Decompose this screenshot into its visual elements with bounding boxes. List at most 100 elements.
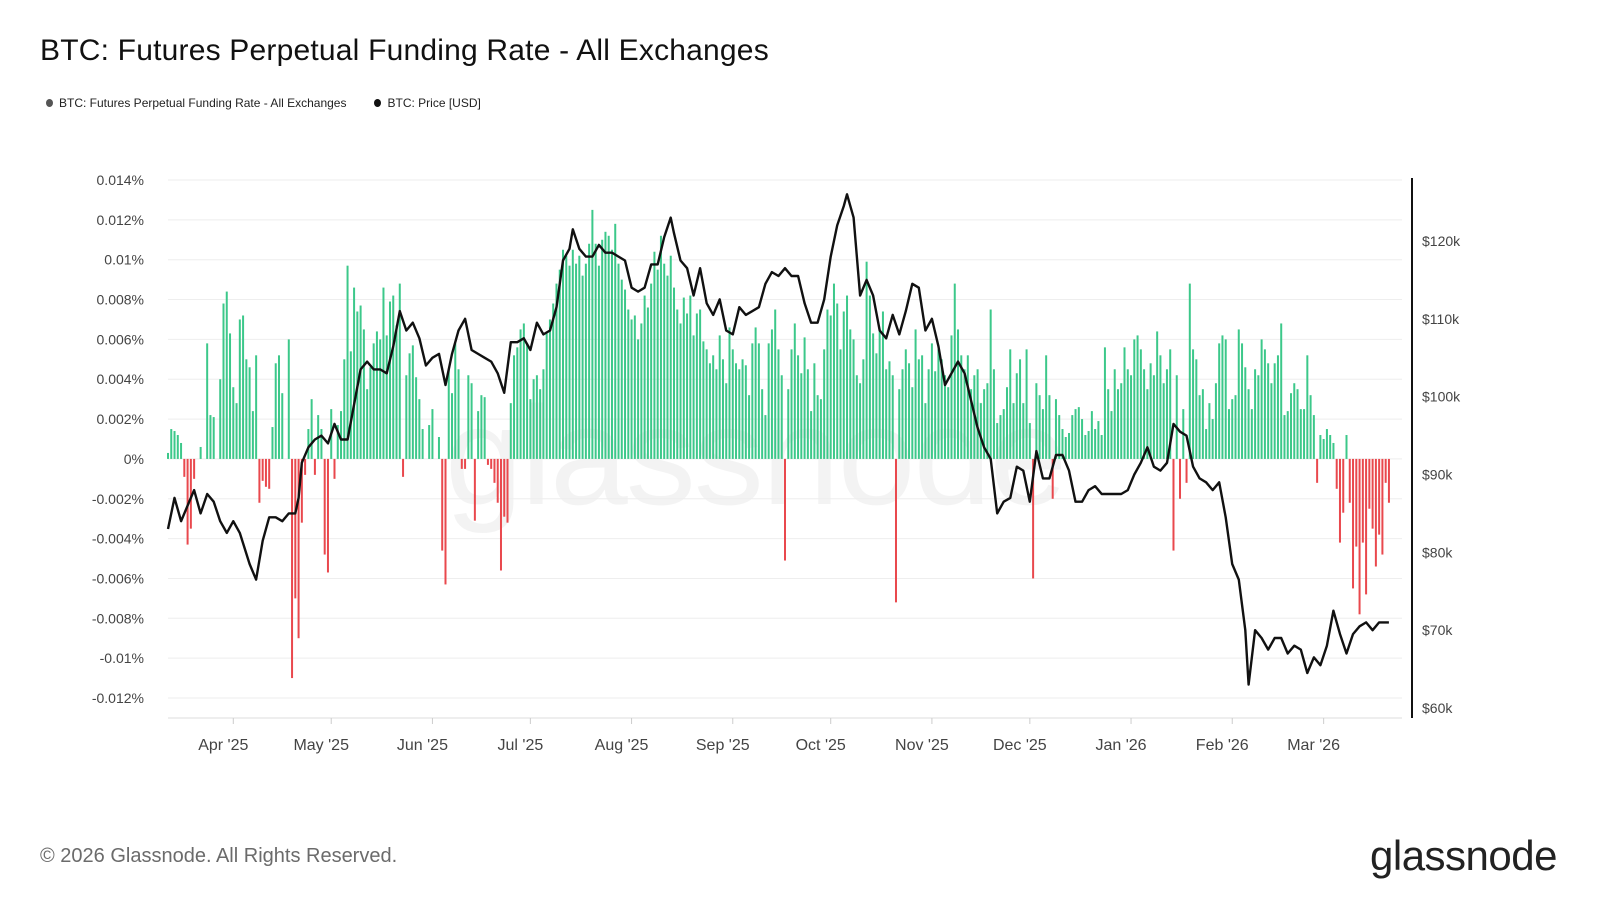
funding-rate-bar xyxy=(1058,415,1061,459)
funding-rate-bar xyxy=(496,458,499,503)
funding-rate-bar xyxy=(565,255,568,459)
funding-rate-bar xyxy=(937,349,940,459)
funding-rate-bar xyxy=(1126,369,1129,459)
funding-rate-bar xyxy=(506,458,509,523)
funding-rate-bar xyxy=(963,369,966,459)
funding-rate-bar xyxy=(1263,349,1266,459)
funding-rate-bar xyxy=(385,335,388,459)
funding-rate-bar xyxy=(1143,369,1146,459)
funding-rate-bar xyxy=(1146,389,1149,459)
funding-rate-bar xyxy=(1234,395,1237,459)
funding-rate-bar xyxy=(1136,335,1139,459)
funding-rate-bar xyxy=(1100,435,1103,459)
funding-rate-bar xyxy=(516,347,519,459)
funding-rate-bar xyxy=(826,309,829,459)
funding-rate-bar xyxy=(545,333,548,459)
left-tick-label: 0.014% xyxy=(97,172,144,188)
funding-rate-bar xyxy=(258,458,261,503)
funding-rate-bar xyxy=(1185,458,1188,483)
funding-rate-bar xyxy=(1214,383,1217,459)
funding-rate-bar xyxy=(382,287,385,459)
funding-rate-bar xyxy=(340,411,343,459)
funding-rate-bar xyxy=(229,333,232,459)
funding-rate-bar xyxy=(627,309,630,459)
funding-rate-bar xyxy=(326,458,329,573)
funding-rate-bar xyxy=(441,458,444,551)
funding-rate-bar xyxy=(493,458,496,483)
funding-rate-bar xyxy=(1084,435,1087,459)
funding-rate-bar xyxy=(695,313,698,459)
funding-rate-bar xyxy=(885,369,888,459)
funding-rate-bar xyxy=(643,295,646,459)
funding-rate-bar xyxy=(970,389,973,459)
funding-rate-bar xyxy=(529,399,532,459)
funding-rate-bar xyxy=(646,307,649,459)
funding-rate-bar xyxy=(1012,403,1015,459)
funding-rate-bar xyxy=(891,375,894,459)
funding-rate-bar xyxy=(287,339,290,459)
price-line xyxy=(166,193,1389,686)
funding-rate-bar xyxy=(957,329,960,459)
left-tick-label: 0.006% xyxy=(97,331,144,347)
funding-rate-bar xyxy=(431,409,434,459)
funding-rate-bar xyxy=(761,389,764,459)
funding-rate-bar xyxy=(790,349,793,459)
glassnode-logo: glassnode xyxy=(1370,832,1557,879)
funding-rate-bar xyxy=(199,446,202,459)
funding-rate-bar xyxy=(1188,283,1191,459)
funding-rate-bar xyxy=(1286,411,1289,459)
funding-rate-bar xyxy=(859,383,862,459)
funding-rate-bar xyxy=(1035,383,1038,459)
funding-rate-bar xyxy=(1019,359,1022,459)
funding-rate-bar xyxy=(908,363,911,459)
funding-rate-bar xyxy=(748,395,751,459)
funding-rate-bar xyxy=(1028,423,1031,459)
funding-rate-bar xyxy=(1038,395,1041,459)
funding-rate-bar xyxy=(542,369,545,459)
funding-rate-bar xyxy=(362,329,365,459)
funding-rate-bar xyxy=(428,425,431,459)
funding-rate-chart: 0.014% 0.012% 0.01% 0.008% 0.006% 0.004% 0.002… xyxy=(92,172,1461,754)
funding-rate-bar xyxy=(193,458,196,479)
funding-rate-bar xyxy=(255,355,258,459)
funding-rate-bar xyxy=(943,375,946,459)
funding-rate-bar xyxy=(359,305,362,459)
funding-rate-bar xyxy=(1192,349,1195,459)
funding-rate-bar xyxy=(1169,349,1172,459)
funding-rate-bar xyxy=(513,355,516,459)
funding-rate-bar xyxy=(395,325,398,459)
funding-rate-bar xyxy=(784,458,786,561)
funding-rate-bar xyxy=(673,287,676,459)
left-tick-label: -0.002% xyxy=(92,491,144,507)
funding-rate-bar xyxy=(721,359,724,459)
funding-rate-bar xyxy=(744,365,747,459)
funding-rate-bar xyxy=(415,377,418,459)
funding-rate-bar xyxy=(1247,389,1250,459)
funding-rate-bar xyxy=(1094,429,1097,459)
funding-rate-bar xyxy=(1107,389,1110,459)
funding-rate-bar xyxy=(483,397,486,459)
funding-rate-bar xyxy=(718,335,721,459)
legend-item-price[interactable]: BTC: Price [USD] xyxy=(374,96,481,110)
funding-rate-bar xyxy=(274,363,277,459)
funding-rate-bar xyxy=(1218,343,1221,459)
funding-rate-bar xyxy=(624,289,627,459)
funding-rate-bar xyxy=(996,423,999,459)
funding-rate-bar xyxy=(235,403,238,459)
funding-rate-bar xyxy=(846,295,849,459)
funding-rate-bar xyxy=(1224,339,1227,459)
funding-rate-bar xyxy=(656,269,659,459)
funding-rate-bar xyxy=(659,235,662,459)
funding-rate-bar xyxy=(251,411,254,459)
funding-rate-bar xyxy=(1156,331,1159,459)
left-tick-label: 0.004% xyxy=(97,371,144,387)
funding-rate-bar xyxy=(797,355,800,459)
funding-rate-bar xyxy=(1175,375,1178,459)
x-tick-label: Sep '25 xyxy=(696,737,750,754)
left-tick-label: 0.012% xyxy=(97,212,144,228)
funding-rate-bar xyxy=(601,239,604,459)
funding-rate-bar xyxy=(780,375,783,459)
legend-item-funding-rate[interactable]: BTC: Futures Perpetual Funding Rate - Al… xyxy=(46,96,346,110)
funding-rate-bar xyxy=(875,353,878,459)
funding-rate-bar xyxy=(349,351,352,459)
